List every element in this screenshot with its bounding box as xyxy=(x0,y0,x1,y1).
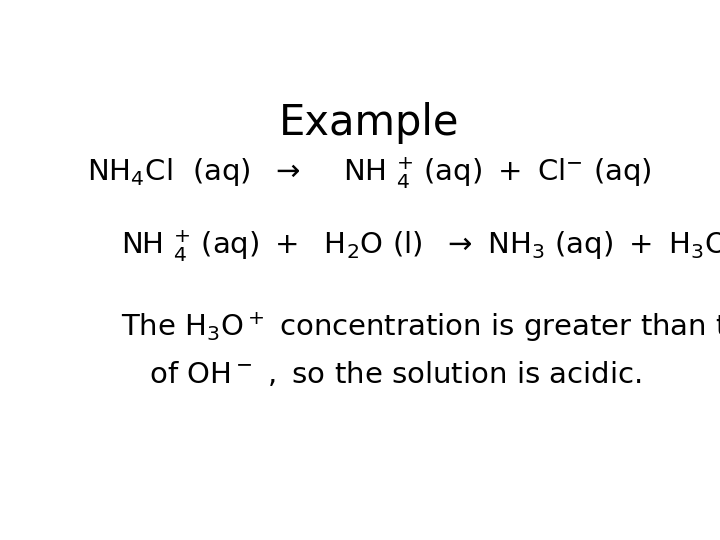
Text: Example: Example xyxy=(279,102,459,144)
Text: $\mathrm{The\ H_3O^+\ concentration\ is\ greater\ than\ that}$: $\mathrm{The\ H_3O^+\ concentration\ is\… xyxy=(121,310,720,343)
Text: $\mathrm{NH_4Cl\ \ (aq)\ \ \rightarrow\ \ \ \ NH\ _{4}^{+}\ (aq)\ +\ Cl^{-}\ (aq: $\mathrm{NH_4Cl\ \ (aq)\ \ \rightarrow\ … xyxy=(86,155,652,191)
Text: $\mathrm{\ \ \ of\ OH^-\ ,\ so\ the\ solution\ is\ acidic.}$: $\mathrm{\ \ \ of\ OH^-\ ,\ so\ the\ sol… xyxy=(121,360,642,389)
Text: $\mathrm{NH\ _{4}^{+}\ (aq)\ +\ \ H_2O\ (l)\ \ \rightarrow\ NH_3\ (aq)\ +\ H_3O^: $\mathrm{NH\ _{4}^{+}\ (aq)\ +\ \ H_2O\ … xyxy=(121,228,720,264)
